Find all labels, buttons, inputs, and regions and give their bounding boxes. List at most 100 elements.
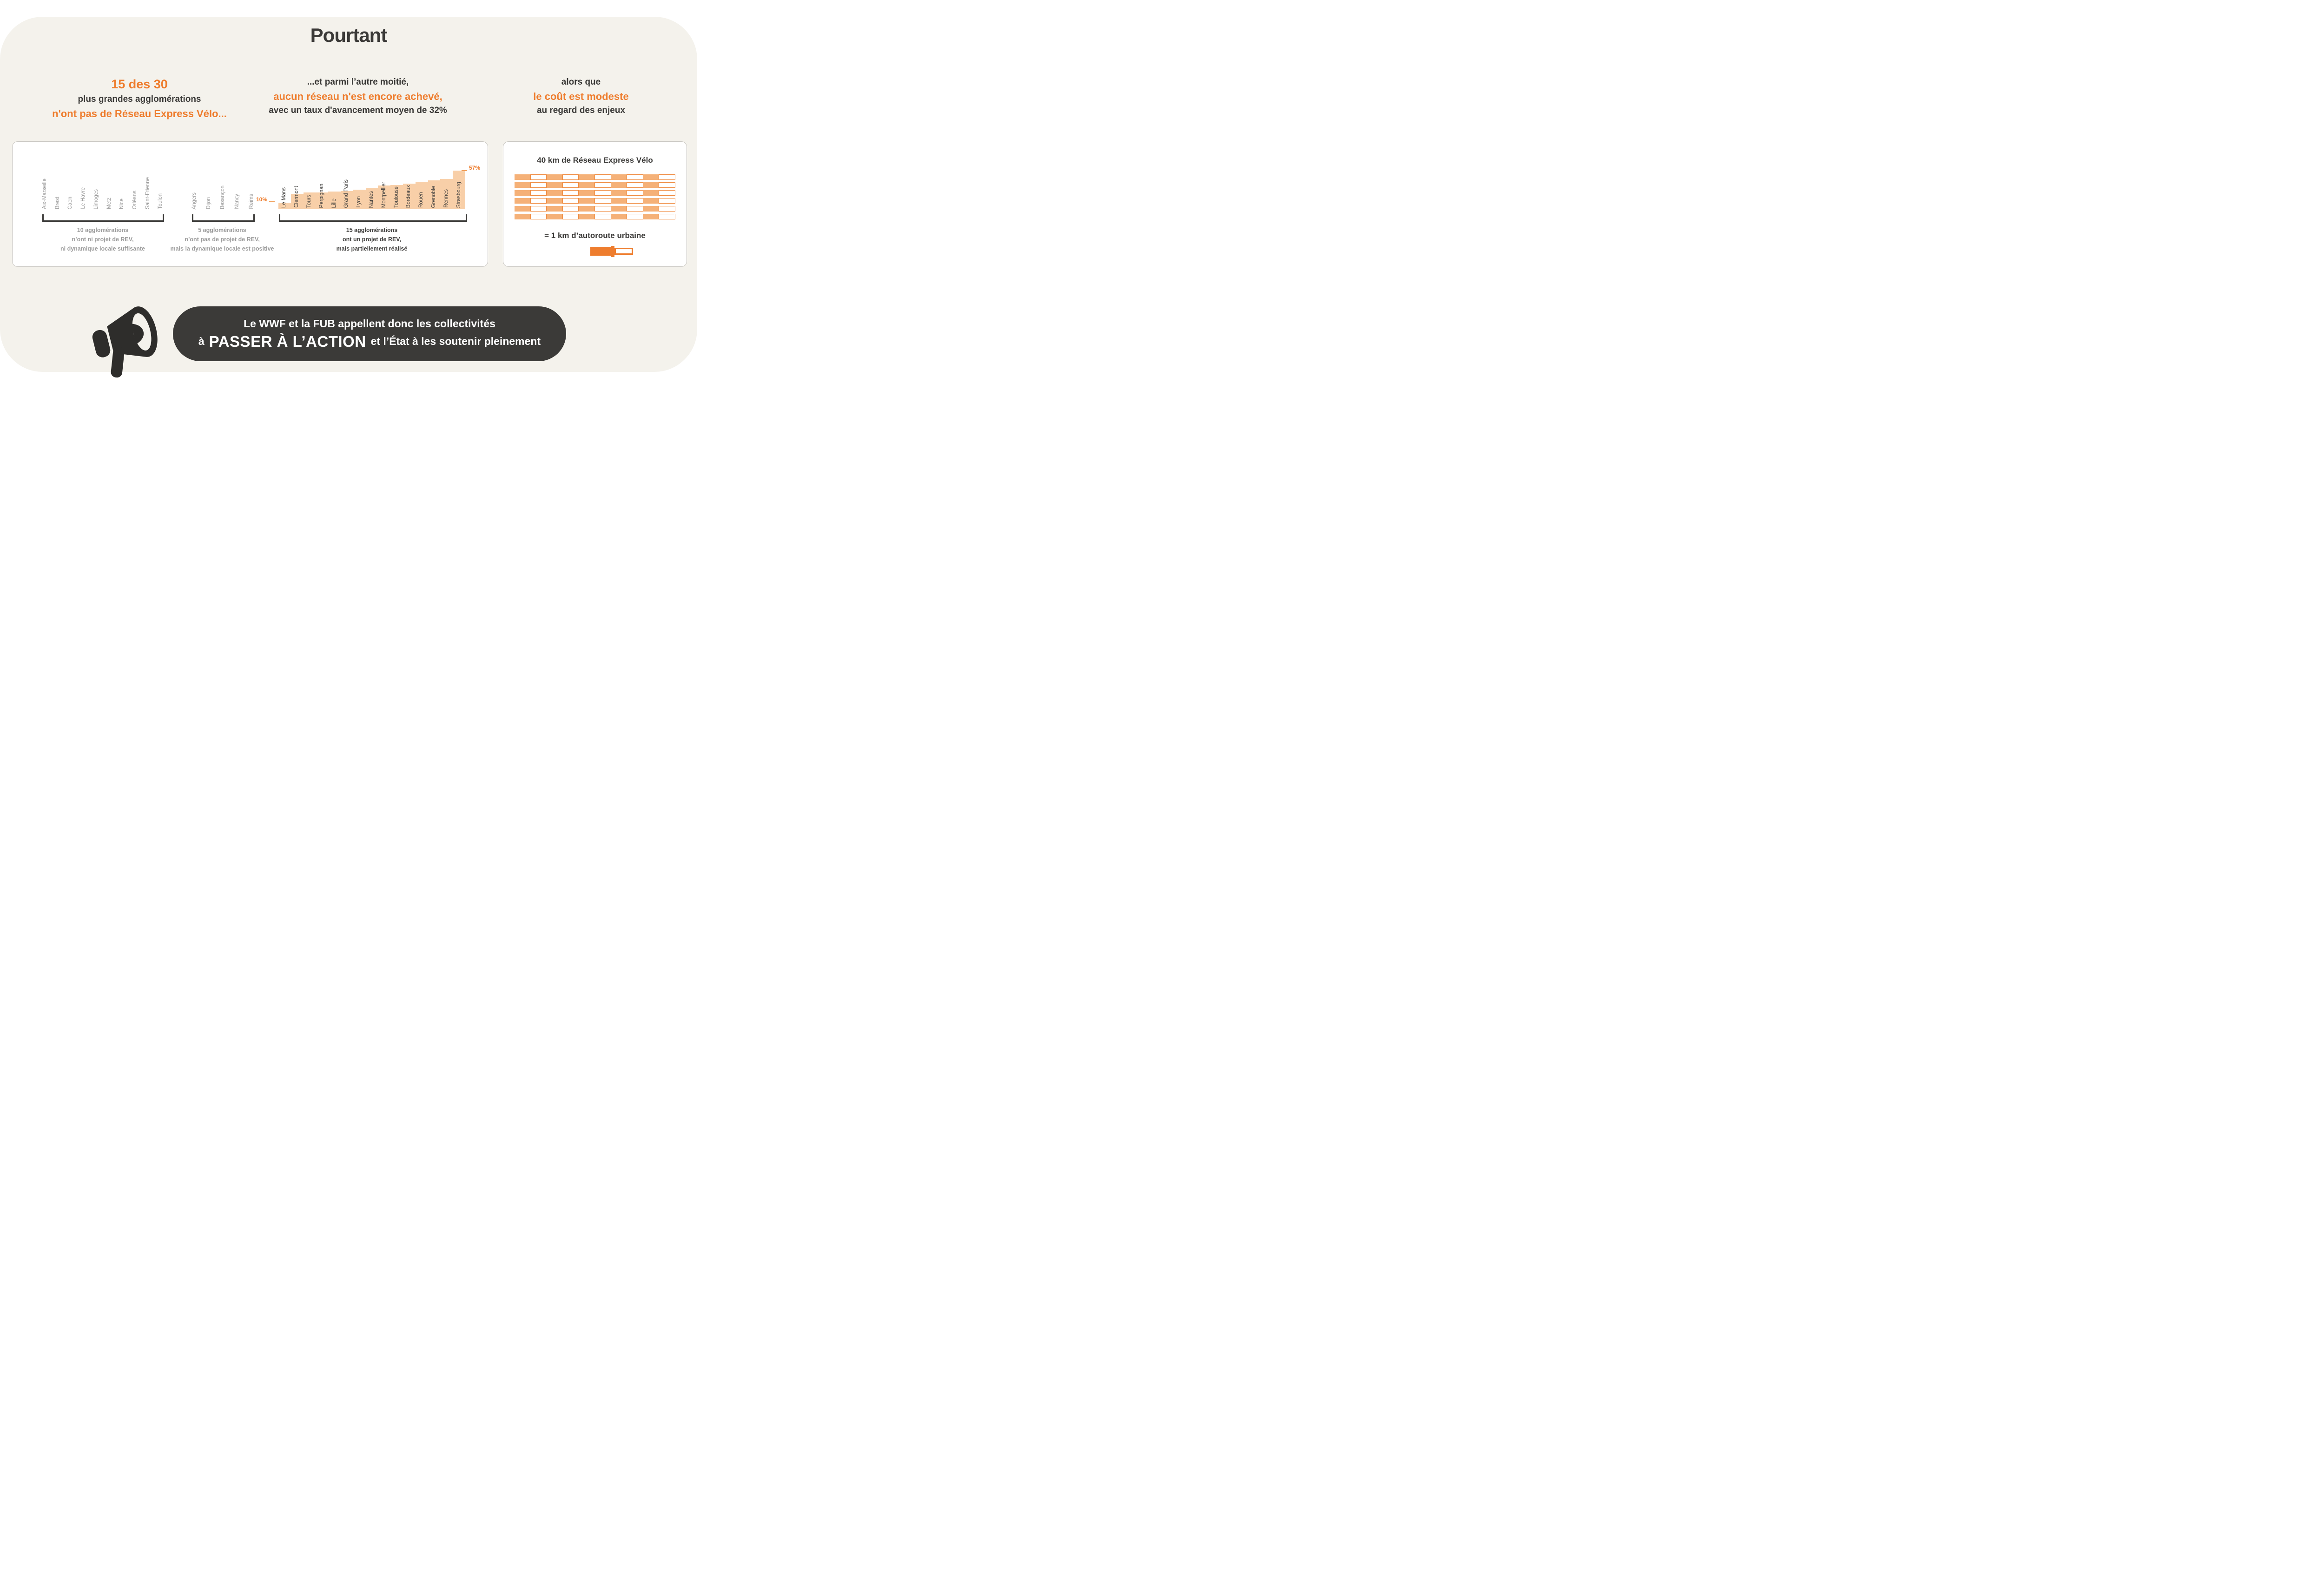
- km-outline-cell: [627, 190, 643, 196]
- group-caption: 10 agglomérations n’ont ni projet de REV…: [60, 227, 145, 252]
- km-outline-cell: [594, 206, 611, 212]
- km-solid-cell: [547, 198, 562, 204]
- km-outline-cell: [530, 214, 547, 219]
- km-outline-cell: [659, 206, 675, 212]
- km-outline-cell: [530, 198, 547, 204]
- bar-city-label: Rennes: [443, 189, 449, 208]
- bar-Bordeaux: Bordeaux: [403, 183, 416, 209]
- city-label: Besançon: [220, 185, 226, 209]
- bar-fill: [353, 189, 366, 209]
- bar-Clermont: Clermont: [290, 186, 304, 209]
- km-outline-cell: [594, 198, 611, 204]
- km-solid-cell: [611, 190, 627, 196]
- km-outline-cell: [627, 182, 643, 188]
- bar-fill: [378, 185, 391, 209]
- km-outline-cell: [659, 190, 675, 196]
- bar-Tours: Tours: [303, 192, 316, 209]
- km-solid-cell: [579, 174, 594, 180]
- bar-city-label: Bordeaux: [406, 185, 412, 208]
- bar-Rennes: Rennes: [440, 179, 453, 209]
- km-outline-cell: [562, 174, 579, 180]
- bar-Lille: Lille: [328, 192, 341, 209]
- km-outline-cell: [530, 190, 547, 196]
- km-segment-row: [515, 214, 675, 219]
- km-outline-cell: [530, 174, 547, 180]
- header-line: ...et parmi l’autre moitié,: [307, 77, 409, 87]
- bar-city-label: Rouen: [418, 192, 424, 208]
- bar-fill: [403, 183, 416, 209]
- bar-Perpignan: Perpignan: [316, 184, 329, 209]
- call-to-action-banner: Le WWF et la FUB appellent donc les coll…: [173, 306, 566, 361]
- city-label: Toulon: [158, 193, 164, 209]
- km-solid-cell: [611, 214, 627, 219]
- km-segment-row: [515, 206, 675, 212]
- km-join-block: [611, 246, 614, 257]
- km-outline-cell: [594, 174, 611, 180]
- megaphone-icon: [92, 306, 158, 378]
- km-solid-cell: [515, 214, 530, 219]
- km-solid-cell: [579, 214, 594, 219]
- bar-city-label: Lyon: [356, 196, 362, 208]
- bar-fill: [365, 188, 378, 209]
- bar-Lyon: Lyon: [353, 189, 366, 209]
- group-bracket: [279, 214, 467, 222]
- bar-fill: [328, 192, 341, 209]
- km-solid-cell: [547, 206, 562, 212]
- km-segment-icon: [590, 246, 637, 257]
- city-label: Le Havre: [80, 187, 86, 209]
- bar-fill: [290, 193, 304, 209]
- km-outline-block: [614, 248, 633, 255]
- rev-progress-bars: Le Mans Clermont Tours Perpignan Lille Grand …: [278, 142, 466, 209]
- city-label: Brest: [54, 197, 60, 209]
- bar-fill: [316, 192, 329, 209]
- city-label: Caen: [67, 196, 73, 210]
- km-solid-cell: [611, 174, 627, 180]
- bar-city-label: Strasbourg: [456, 181, 462, 208]
- km-outline-cell: [627, 198, 643, 204]
- km-outline-cell: [562, 198, 579, 204]
- km-outline-cell: [627, 214, 643, 219]
- km-solid-cell: [579, 182, 594, 188]
- km-outline-cell: [562, 190, 579, 196]
- km-solid-cell: [579, 198, 594, 204]
- header-line: plus grandes agglomérations: [78, 94, 201, 105]
- bar-city-label: Montpellier: [381, 181, 387, 208]
- equals-label: = 1 km d’autoroute urbaine: [544, 231, 646, 240]
- city-label: Limoges: [93, 189, 99, 209]
- km-segments-pictogram: [515, 174, 675, 219]
- cost-comparison-panel: 40 km de Réseau Express Vélo = 1 km d’au…: [503, 141, 687, 267]
- bar-city-label: Grand Paris: [343, 179, 350, 208]
- km-solid-cell: [643, 214, 659, 219]
- city-label: Metz: [106, 198, 112, 209]
- km-outline-cell: [530, 182, 547, 188]
- km-outline-cell: [627, 206, 643, 212]
- km-outline-cell: [562, 214, 579, 219]
- km-outline-cell: [594, 190, 611, 196]
- km-solid-cell: [515, 206, 530, 212]
- city-label: Nancy: [234, 194, 240, 209]
- km-solid-cell: [515, 182, 530, 188]
- cost-panel-title: 40 km de Réseau Express Vélo: [537, 156, 653, 165]
- bar-city-label: Perpignan: [318, 183, 324, 208]
- bar-city-label: Lille: [331, 198, 337, 208]
- bar-city-label: Nantes: [368, 191, 374, 208]
- city-label: Orléans: [132, 190, 138, 209]
- bar-fill: [390, 185, 403, 209]
- bar-city-label: Toulouse: [393, 186, 399, 208]
- rev-progress-chart-panel: Aix-Marseille Brest Caen Le Havre Limoges Met…: [12, 141, 488, 267]
- group-caption: 5 agglomérations n’ont pas de projet de …: [170, 227, 274, 252]
- header-line: 15 des 30: [111, 77, 168, 91]
- km-outline-cell: [659, 182, 675, 188]
- bar-Grand Paris: Grand Paris: [340, 179, 353, 209]
- max-percent-label: 57%: [469, 165, 481, 171]
- bar-fill: [303, 192, 316, 209]
- km-outline-cell: [594, 182, 611, 188]
- bar-city-label: Clermont: [293, 186, 299, 208]
- group-bracket: [42, 214, 164, 222]
- bar-fill: [428, 180, 441, 209]
- bar-city-label: Le Mans: [281, 187, 287, 208]
- min-percent-label: 10%: [256, 196, 268, 203]
- bar-fill: [440, 179, 453, 209]
- bar-Toulouse: Toulouse: [390, 185, 403, 209]
- bar-fill: [415, 181, 428, 209]
